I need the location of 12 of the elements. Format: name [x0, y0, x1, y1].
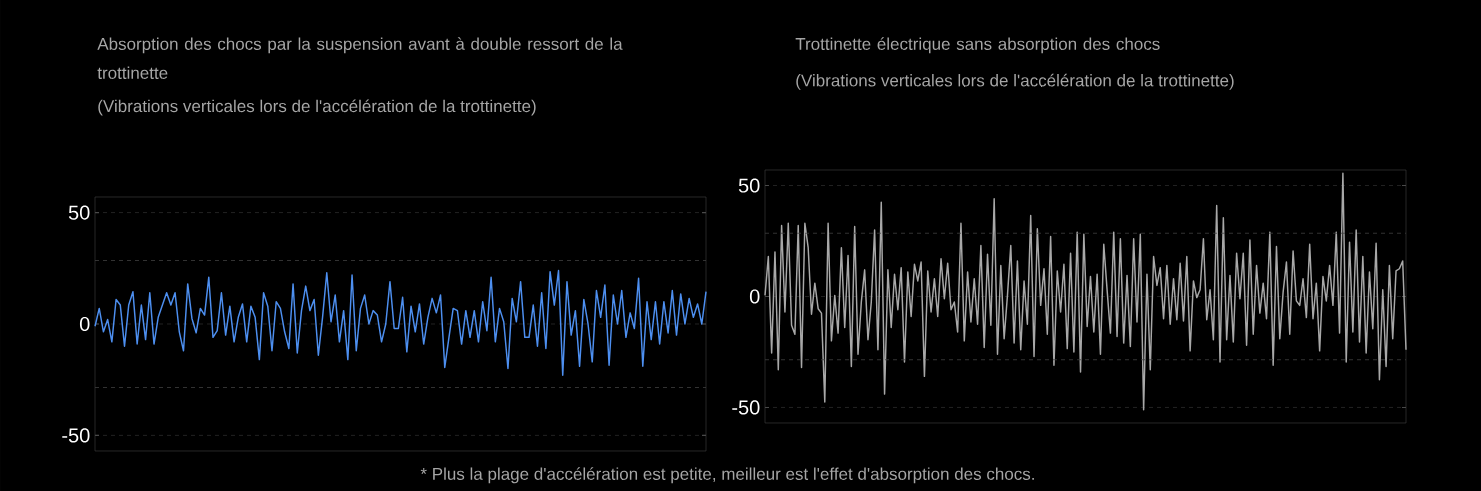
chart-title: Absorption des chocs par la suspension avant à double ressort de la trottinette	[97, 37, 623, 79]
text: * Plus la plage d'accélération est petite, meilleur est l'effet d'absorption des chocs.	[420, 467, 1034, 484]
y-tick-label: -50	[732, 400, 760, 415]
line-series	[764, 172, 1407, 411]
y-tick-label: -50	[62, 428, 90, 443]
chart-subtitle: (Vibrations verticales lors de l'accélération de la trottinette)	[796, 73, 1234, 90]
chart-subtitle: (Vibrations verticales lors de l'accélération de la trottinette)	[98, 99, 536, 116]
y-tick-label: 50	[738, 178, 760, 193]
chart-title: Trottinette électrique sans absorption des chocs	[795, 37, 1160, 54]
y-tick-label: 50	[68, 205, 90, 220]
y-tick-label: 0	[749, 289, 760, 304]
y-tick-label: 0	[79, 316, 90, 332]
